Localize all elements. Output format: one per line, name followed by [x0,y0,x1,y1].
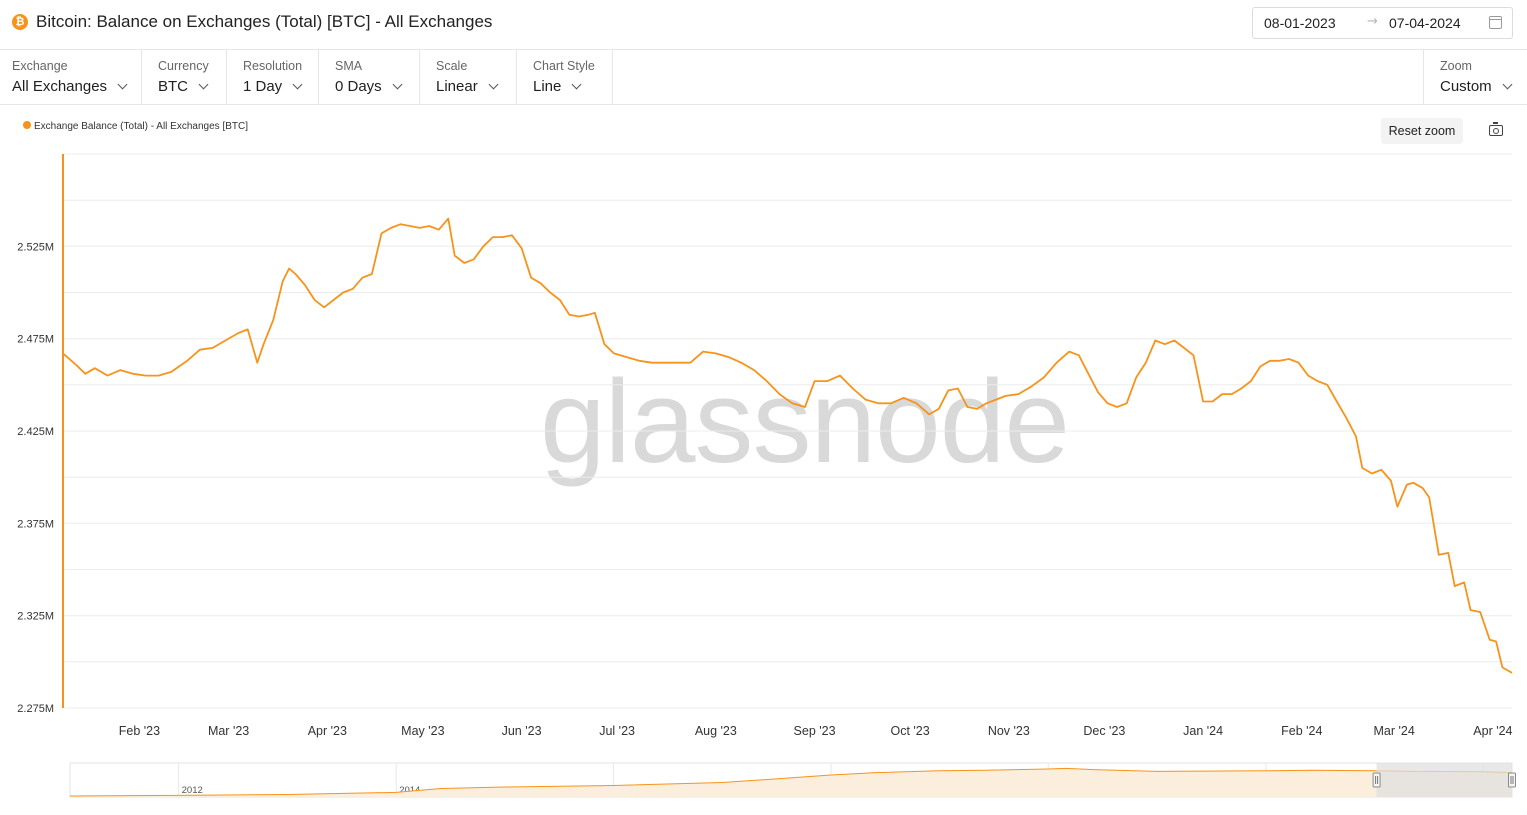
x-tick-label: Feb '23 [119,724,160,738]
currency-select[interactable]: Currency BTC [142,50,227,104]
resolution-select[interactable]: Resolution 1 Day [227,50,319,104]
chevron-down-icon [198,79,209,90]
navigator-selection [1376,763,1512,797]
y-tick-label: 2.475M [17,334,54,346]
y-tick-label: 2.375M [17,518,54,530]
exchange-label: Exchange [12,59,68,73]
y-tick-label: 2.325M [17,611,54,623]
watermark: glassnode [540,356,1069,488]
exchange-select[interactable]: Exchange All Exchanges [0,50,142,104]
y-tick-label: 2.425M [17,426,54,438]
navigator-tick-label: 2020 [1051,785,1072,796]
chevron-down-icon [488,79,499,90]
x-tick-label: Jun '23 [502,724,542,738]
currency-value: BTC [158,78,188,95]
navigator-tick-label: 2016 [616,785,637,796]
chart-style-label: Chart Style [533,59,595,73]
resolution-label: Resolution [243,59,303,73]
bitcoin-icon: ₿ [12,14,28,30]
navigator-tick-label: 2022 [1269,785,1290,796]
chart-header: ₿ Bitcoin: Balance on Exchanges (Total) … [0,0,1527,50]
navigator-handle[interactable] [1372,772,1381,788]
x-tick-label: May '23 [401,724,444,738]
navigator-tick-label: 2018 [834,785,855,796]
legend-marker [23,121,31,129]
resolution-value: 1 Day [243,78,283,95]
x-tick-label: Feb '24 [1281,724,1322,738]
exchange-value: All Exchanges [12,78,108,95]
zoom-label: Zoom [1440,59,1472,73]
chevron-down-icon [392,79,403,90]
x-tick-label: Dec '23 [1083,724,1125,738]
y-tick-label: 2.275M [17,703,54,715]
navigator-tick-label: 2012 [182,785,203,796]
scale-select[interactable]: Scale Linear [420,50,517,104]
x-tick-label: Apr '23 [308,724,347,738]
zoom-value: Custom [1440,78,1492,95]
sma-value: 0 Days [335,78,382,95]
navigator[interactable]: 2012 2014 2016 2018 2020 2022 2024 [69,762,1516,798]
currency-label: Currency [158,59,209,73]
chevron-down-icon [117,79,128,90]
date-range-picker[interactable]: 08-01-2023 → 07-04-2024 [1252,7,1513,39]
series-line [62,217,1513,674]
page-title: Bitcoin: Balance on Exchanges (Total) [B… [36,12,493,31]
chevron-down-icon [292,79,303,90]
x-tick-label: Jan '24 [1183,724,1223,738]
scale-label: Scale [436,59,468,73]
x-tick-label: Mar '23 [208,724,249,738]
y-tick-label: 2.525M [17,241,54,253]
reset-zoom-button[interactable]: Reset zoom [1381,118,1463,144]
calendar-icon[interactable] [1489,16,1502,29]
x-tick-label: Jul '23 [599,724,635,738]
x-tick-label: Apr '24 [1473,724,1512,738]
scale-value: Linear [436,78,478,95]
x-tick-label: Aug '23 [695,724,737,738]
x-tick-label: Oct '23 [890,724,929,738]
grid-lines [63,153,1512,709]
legend-label: Exchange Balance (Total) - All Exchanges… [34,121,248,132]
chevron-down-icon [571,79,582,90]
chart-legend[interactable]: Exchange Balance (Total) - All Exchanges… [23,121,248,132]
x-tick-label: Mar '24 [1374,724,1415,738]
y-axis: 2.275M 2.325M 2.375M 2.425M 2.475M 2.525M [17,154,64,715]
x-tick-label: Nov '23 [988,724,1030,738]
chevron-down-icon [1502,79,1513,90]
chart-style-value: Line [533,78,562,95]
arrow-right-icon: → [1367,14,1378,29]
date-end-input[interactable]: 07-04-2024 [1389,15,1461,31]
x-tick-label: Sep '23 [794,724,836,738]
navigator-tick-label: 2014 [399,785,420,796]
chart-controls: Exchange All Exchanges Currency BTC Reso… [0,50,1527,105]
navigator-line [69,767,1513,797]
zoom-select[interactable]: Zoom Custom [1423,50,1527,104]
sma-label: SMA [335,59,363,73]
navigator-area [70,768,1512,797]
navigator-tick-label: 2024 [1486,785,1507,796]
series-layer [62,217,1513,674]
navigator-handle[interactable] [1508,772,1516,788]
navigator-frame [69,762,1513,798]
sma-select[interactable]: SMA 0 Days [319,50,420,104]
date-start-input[interactable]: 08-01-2023 [1264,15,1336,31]
camera-icon[interactable] [1489,122,1503,136]
chart-style-select[interactable]: Chart Style Line [517,50,613,104]
x-axis: Feb '23 Mar '23 Apr '23 May '23 Jun '23 Jul '… [119,724,1513,738]
